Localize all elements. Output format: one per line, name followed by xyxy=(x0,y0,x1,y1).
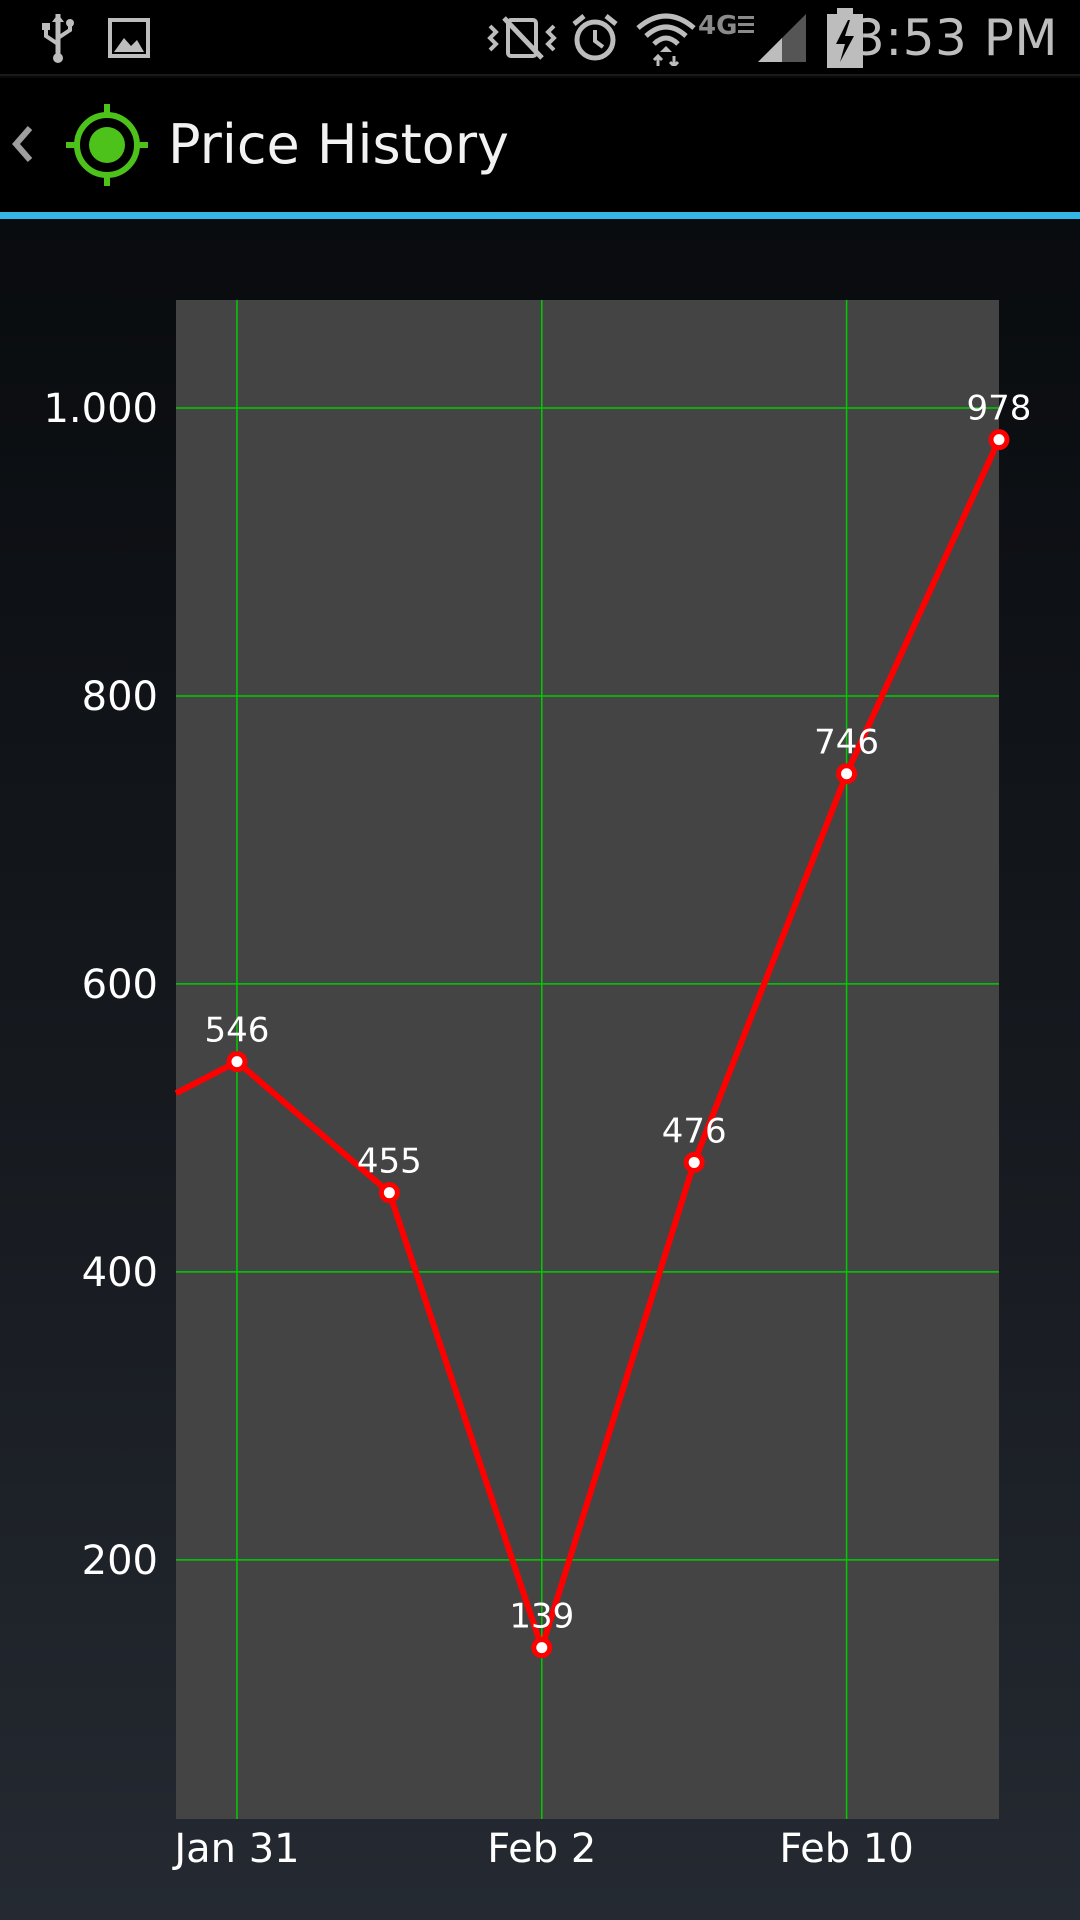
action-bar: Price History xyxy=(0,78,1080,212)
target-icon xyxy=(66,104,148,186)
data-point xyxy=(226,1051,248,1073)
data-label: 455 xyxy=(357,1142,422,1182)
y-tick-label: 600 xyxy=(82,962,158,1008)
x-tick-label: Jan 31 xyxy=(171,1826,299,1872)
y-tick-label: 200 xyxy=(82,1538,158,1584)
y-tick-label: 800 xyxy=(82,674,158,720)
page-title: Price History xyxy=(168,113,510,176)
data-label: 476 xyxy=(662,1111,727,1151)
data-point xyxy=(836,763,858,785)
data-point xyxy=(531,1637,553,1659)
x-tick-label: Feb 2 xyxy=(487,1826,596,1872)
up-button[interactable] xyxy=(0,78,160,212)
series: 546 455 139 476 746 978 xyxy=(174,389,1032,1659)
y-tick-label: 1.000 xyxy=(43,386,158,432)
data-point xyxy=(683,1151,705,1173)
alarm-icon xyxy=(572,14,618,61)
data-label: 978 xyxy=(967,389,1032,429)
x-tick-label: Feb 10 xyxy=(779,1826,913,1872)
data-point xyxy=(378,1182,400,1204)
vibrate-mute-icon xyxy=(487,16,557,60)
axes: 200 400 600 800 1.000 Jan 31 Feb 2 Feb 10 xyxy=(43,386,913,1872)
chevron-left-icon xyxy=(12,126,33,162)
grid xyxy=(176,300,999,1819)
network-4g-lte-icon: 4G xyxy=(698,11,754,41)
wifi-icon xyxy=(636,13,696,66)
battery-charging-icon xyxy=(827,8,863,68)
status-time: 3:53 PM xyxy=(853,9,1058,67)
data-point xyxy=(988,429,1010,451)
gallery-icon xyxy=(108,18,150,58)
svg-text:4G: 4G xyxy=(698,11,737,41)
data-label: 746 xyxy=(814,723,879,763)
usb-icon xyxy=(42,14,74,63)
action-bar-divider xyxy=(0,212,1080,219)
data-label: 139 xyxy=(509,1597,574,1637)
plot-area xyxy=(176,300,999,1819)
signal-icon xyxy=(758,14,806,62)
y-tick-label: 400 xyxy=(82,1250,158,1296)
data-label: 546 xyxy=(205,1011,270,1051)
status-bar: 4G 3:53 PM xyxy=(0,0,1080,76)
